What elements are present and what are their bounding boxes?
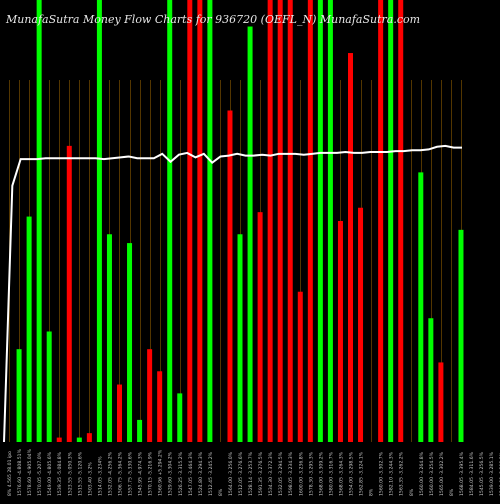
bar <box>167 0 173 442</box>
bar <box>358 207 364 442</box>
bar <box>348 53 353 442</box>
x-tick-label: 1512.05 -3.276.6% <box>238 451 244 496</box>
x-tick-label: 1560.96 +5.294.2% <box>158 449 164 496</box>
x-tick-label: 1578.30 -3.295.3% <box>308 451 314 496</box>
bar <box>287 0 293 442</box>
bar <box>187 0 193 442</box>
x-tick-label: 1528.14 -3.253.7% <box>248 451 254 496</box>
x-tick-label: 1591.35 -3.276.5% <box>258 451 264 496</box>
bar <box>418 172 424 442</box>
bar <box>106 234 112 442</box>
bar <box>317 0 323 442</box>
bar <box>147 349 153 442</box>
money-flow-line <box>3 144 462 443</box>
x-tick-label: 1576.60 -4.808.51% <box>17 448 23 496</box>
x-tick-label: 1547.05 -3.464.3% <box>188 451 194 496</box>
x-tick-label: 1560.00 -3.302.7% <box>379 451 385 496</box>
bar <box>86 433 92 442</box>
bar <box>458 229 464 442</box>
x-tick-label: 8% 4.565 28.01 ipo <box>7 451 13 496</box>
x-tick-label: 1545.95 -4.974.3% <box>138 451 144 496</box>
x-tick-label: 1598.05 -3.234.3% <box>288 451 294 496</box>
bar <box>398 0 404 442</box>
bar <box>137 419 143 442</box>
x-tick-label: 1512.45 -3.245.2% <box>208 451 214 496</box>
x-tick-label: 1565.00 -3.302.2% <box>439 451 445 496</box>
bar <box>428 318 434 442</box>
bar <box>337 221 343 442</box>
x-tick-label: 8% <box>218 488 224 496</box>
bar <box>297 291 303 442</box>
x-tick-label: 1549.00 -4.805.6% <box>47 451 53 496</box>
bar <box>247 26 253 443</box>
bar <box>267 0 273 442</box>
bar <box>96 0 102 442</box>
bar <box>207 0 213 442</box>
bar <box>157 371 163 442</box>
x-tick-label: 1568.05 -3.264.3% <box>338 451 344 496</box>
x-tick-label: 1563.35 -3.262.2% <box>399 451 405 496</box>
x-tick-label: 1545.05 -3.256.5% <box>479 451 485 496</box>
x-tick-label: 1578.60 -4.905.04% <box>27 448 33 496</box>
bar <box>127 243 133 442</box>
x-tick-label: 1526.25 -3.315.2% <box>178 451 184 496</box>
x-tick-label: 1560.00 -3.264.8% <box>419 451 425 496</box>
bar <box>237 234 243 442</box>
bar <box>277 0 283 442</box>
bar <box>16 349 22 442</box>
x-tick-label: 1560.00 -3.254.5% <box>429 451 435 496</box>
x-tick-label: 1529.60 -3.304.2% <box>168 451 174 496</box>
bar <box>56 437 62 442</box>
bar <box>177 393 183 442</box>
x-tick-label: 8% <box>409 488 415 496</box>
bar <box>327 0 333 442</box>
x-tick-label: 1523.55 -5.050.3% <box>67 451 73 496</box>
bar <box>76 437 82 442</box>
x-tick-label: 1532.05 -4.256.2% <box>107 451 113 496</box>
x-tick-label: 1539.35 -5.084.8% <box>57 451 63 496</box>
bar <box>197 0 203 442</box>
x-tick-label: 1506.75 -5.364.2% <box>118 451 124 496</box>
bar <box>46 331 52 442</box>
bar <box>36 0 42 442</box>
x-tick-label: 1503.40 -3.2% <box>87 462 93 496</box>
bar <box>66 145 72 443</box>
x-tick-label: 1570.15 -5.216.9% <box>148 451 154 496</box>
x-tick-label: 1514.05 -3.234% <box>97 456 103 496</box>
x-tick-label: 8% <box>369 488 375 496</box>
chart-title: MunafaSutra Money Flow Charts for 936720… <box>6 13 421 26</box>
x-tick-label: 1582.10 -3.244.3% <box>389 451 395 496</box>
x-tick-label: 1557.75 -5.330.6% <box>128 451 134 496</box>
x-tick-label: 1539.00 -3.285.1% <box>489 451 495 496</box>
x-tick-label: 1568.00 -3.309.2% <box>318 451 324 496</box>
x-tick-label: 1580.00 -3.316.7% <box>328 451 334 496</box>
x-tick-label: 1532.05 -3.294.5% <box>278 451 284 496</box>
bar <box>438 362 444 442</box>
bar <box>307 0 313 442</box>
x-tick-label: 8% <box>449 488 455 496</box>
bar <box>257 212 263 442</box>
bar <box>227 110 233 442</box>
x-tick-label: 1554.00 -3.298.5% <box>349 451 355 496</box>
x-tick-label: 1600.00 -3.236.8% <box>298 451 304 496</box>
bar <box>26 216 32 442</box>
x-tick-label: 1570.05 -5.207.0% <box>37 451 43 496</box>
bar <box>388 0 394 442</box>
x-tick-label: 1568.05 -3.395.4% <box>459 451 465 496</box>
x-tick-label: 1515.55 -5.120.6% <box>77 451 83 496</box>
bar <box>378 0 384 442</box>
x-tick-label: 1524.80 -3.294.3% <box>198 451 204 496</box>
x-tick-label: 1564.00 -3.256.0% <box>228 451 234 496</box>
bar <box>117 384 122 442</box>
x-tick-label: 1534.30 -3.372.3% <box>268 451 274 496</box>
x-tick-label: 1584.05 -3.311.6% <box>469 451 475 496</box>
x-tick-label: 1562.85 -3.324.1% <box>359 451 365 496</box>
